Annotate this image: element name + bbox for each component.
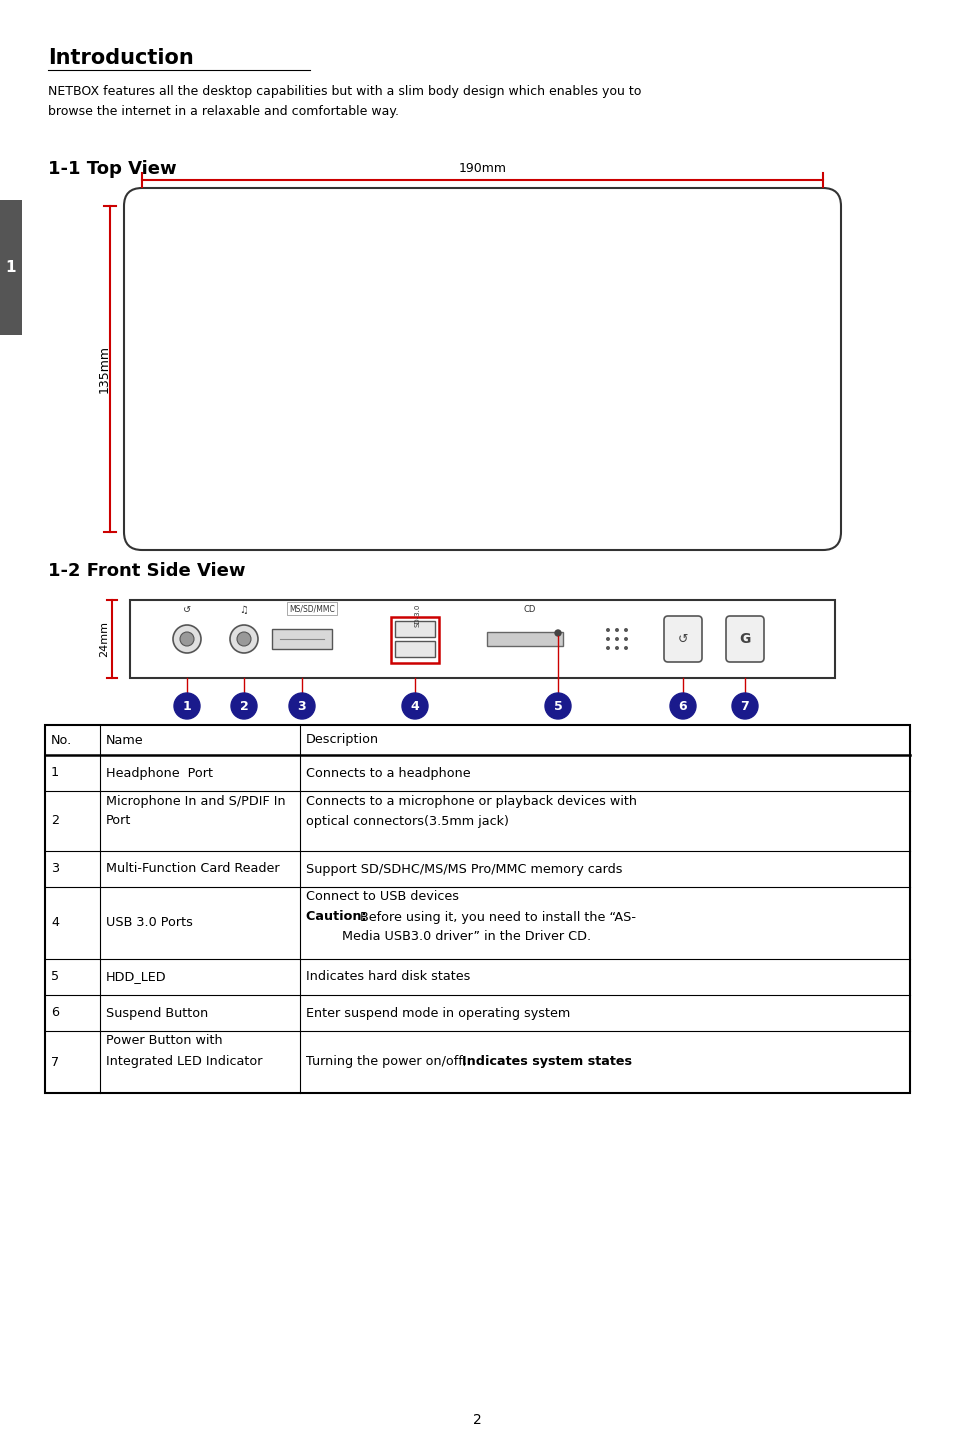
Text: MS/SD/MMC: MS/SD/MMC	[289, 604, 335, 613]
Text: 1: 1	[51, 767, 59, 780]
FancyBboxPatch shape	[725, 616, 763, 662]
Bar	[395, 621, 435, 637]
Text: 190mm: 190mm	[458, 163, 506, 176]
Text: 6: 6	[678, 700, 686, 713]
Text: ↺: ↺	[183, 605, 191, 616]
Circle shape	[623, 637, 627, 640]
Circle shape	[172, 624, 201, 653]
Text: No.: No.	[51, 733, 72, 746]
Text: 1: 1	[6, 260, 16, 276]
Text: 2: 2	[472, 1413, 481, 1427]
Text: ↺: ↺	[677, 633, 687, 646]
Text: Support SD/SDHC/MS/MS Pro/MMC memory cards: Support SD/SDHC/MS/MS Pro/MMC memory car…	[306, 862, 622, 876]
Text: Integrated LED Indicator: Integrated LED Indicator	[106, 1054, 262, 1067]
Circle shape	[615, 637, 618, 640]
Circle shape	[731, 693, 758, 719]
Bar	[391, 617, 438, 664]
Text: 5: 5	[553, 700, 561, 713]
Text: Indicates system states: Indicates system states	[461, 1056, 631, 1069]
Text: Power Button with: Power Button with	[106, 1034, 222, 1047]
Circle shape	[605, 629, 609, 632]
Text: optical connectors(3.5mm jack): optical connectors(3.5mm jack)	[306, 815, 508, 828]
Text: Indicates hard disk states: Indicates hard disk states	[306, 970, 470, 983]
Text: Before using it, you need to install the “AS-: Before using it, you need to install the…	[359, 910, 636, 923]
Text: Port: Port	[106, 815, 132, 828]
Bar	[272, 629, 332, 649]
Text: 2: 2	[239, 700, 248, 713]
Text: Turning the power on/off,: Turning the power on/off,	[306, 1056, 471, 1069]
Text: NETBOX features all the desktop capabilities but with a slim body design which e: NETBOX features all the desktop capabili…	[48, 86, 640, 97]
Text: browse the internet in a relaxable and comfortable way.: browse the internet in a relaxable and c…	[48, 105, 398, 118]
Circle shape	[605, 637, 609, 640]
Text: 24mm: 24mm	[99, 621, 109, 656]
Circle shape	[615, 646, 618, 650]
Bar	[395, 640, 435, 656]
Circle shape	[615, 629, 618, 632]
Bar	[0, 200, 22, 335]
FancyBboxPatch shape	[124, 187, 841, 550]
Text: Multi-Function Card Reader: Multi-Function Card Reader	[106, 862, 279, 876]
Circle shape	[230, 624, 257, 653]
Text: Introduction: Introduction	[48, 48, 193, 68]
Circle shape	[544, 693, 571, 719]
Text: 1: 1	[182, 700, 192, 713]
Circle shape	[623, 629, 627, 632]
Bar	[486, 632, 562, 646]
Text: Connects to a headphone: Connects to a headphone	[306, 767, 470, 780]
Text: Media USB3.0 driver” in the Driver CD.: Media USB3.0 driver” in the Driver CD.	[341, 931, 591, 944]
Text: ♫: ♫	[239, 605, 248, 616]
Circle shape	[180, 632, 193, 646]
Circle shape	[173, 693, 200, 719]
Text: Headphone  Port: Headphone Port	[106, 767, 213, 780]
Text: 4: 4	[410, 700, 419, 713]
Text: 3: 3	[297, 700, 306, 713]
Text: 1-2 Front Side View: 1-2 Front Side View	[48, 562, 245, 579]
Circle shape	[669, 693, 696, 719]
Circle shape	[555, 630, 560, 636]
Text: 7: 7	[51, 1056, 59, 1069]
Text: G: G	[739, 632, 750, 646]
Circle shape	[231, 693, 256, 719]
Circle shape	[401, 693, 428, 719]
Text: Connects to a microphone or playback devices with: Connects to a microphone or playback dev…	[306, 794, 637, 807]
Text: 7: 7	[740, 700, 749, 713]
Text: Microphone In and S/PDIF In: Microphone In and S/PDIF In	[106, 794, 285, 807]
Circle shape	[623, 646, 627, 650]
Text: 2: 2	[51, 815, 59, 828]
Text: 5: 5	[51, 970, 59, 983]
FancyBboxPatch shape	[663, 616, 701, 662]
Circle shape	[289, 693, 314, 719]
Text: 135mm: 135mm	[97, 346, 111, 393]
Text: Enter suspend mode in operating system: Enter suspend mode in operating system	[306, 1006, 570, 1019]
Text: Description: Description	[306, 733, 378, 746]
Text: USB 3.0 Ports: USB 3.0 Ports	[106, 916, 193, 929]
Text: 3: 3	[51, 862, 59, 876]
Text: 6: 6	[51, 1006, 59, 1019]
Text: SD-3.0: SD-3.0	[415, 604, 420, 627]
Text: 4: 4	[51, 916, 59, 929]
Bar	[45, 725, 909, 1093]
Text: 1-1 Top View: 1-1 Top View	[48, 160, 176, 179]
Text: CD: CD	[523, 605, 536, 614]
Text: Name: Name	[106, 733, 144, 746]
Text: Caution:: Caution:	[306, 910, 371, 923]
Circle shape	[236, 632, 251, 646]
Text: HDD_LED: HDD_LED	[106, 970, 167, 983]
Circle shape	[605, 646, 609, 650]
Text: Connect to USB devices: Connect to USB devices	[306, 890, 458, 903]
Bar	[130, 600, 834, 678]
Text: Suspend Button: Suspend Button	[106, 1006, 208, 1019]
